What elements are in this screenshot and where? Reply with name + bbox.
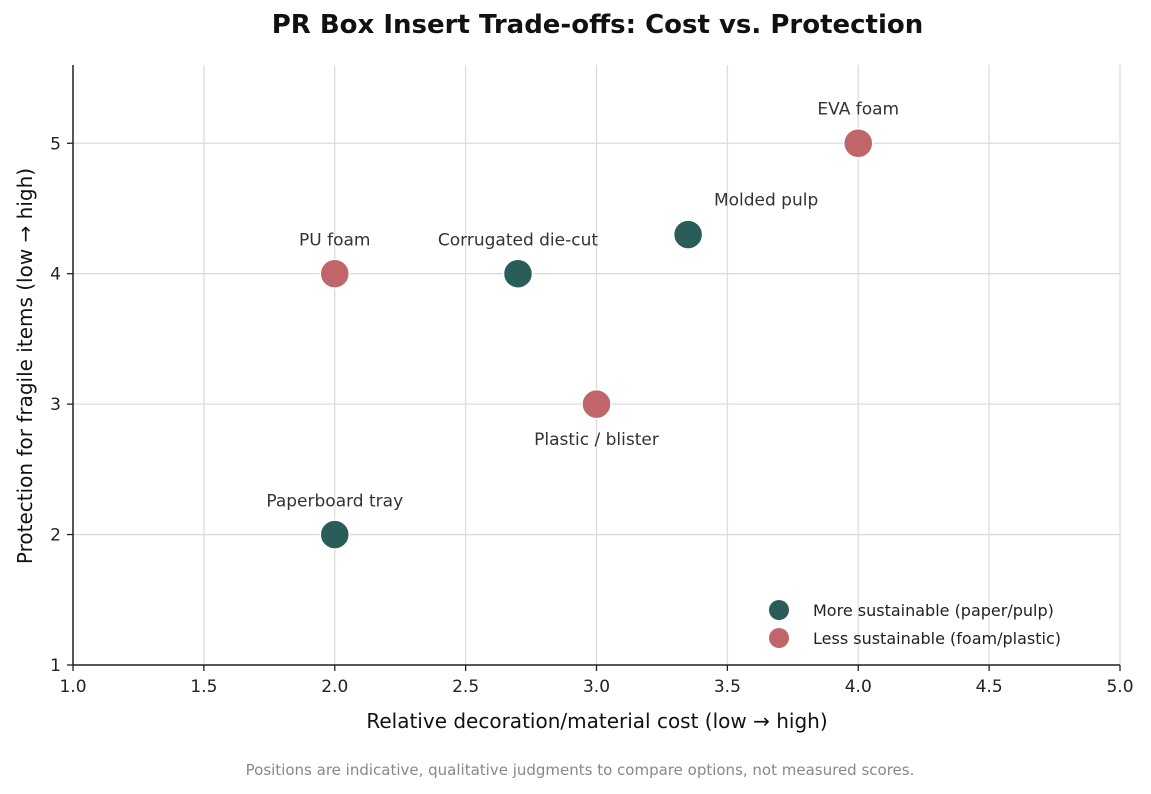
point-label: Molded pulp (714, 191, 818, 211)
legend-marker (769, 628, 789, 648)
point-labels: Molded pulp Corrugated die-cut Paperboard … (266, 99, 899, 511)
y-tick-label: 1 (50, 656, 61, 676)
legend-entry: More sustainable (paper/pulp) (813, 601, 1054, 620)
x-tick-label: 3.0 (583, 677, 610, 697)
grid (72, 65, 1121, 666)
y-axis-title: Protection for fragile items (low → high… (13, 168, 37, 564)
chart-title: PR Box Insert Trade-offs: Cost vs. Prote… (271, 10, 924, 40)
point-label: PU foam (299, 231, 370, 251)
legend-entry: Less sustainable (foam/plastic) (813, 629, 1061, 648)
y-tick-label: 3 (50, 395, 61, 415)
point-label: Paperboard tray (266, 492, 403, 512)
point-label: Plastic / blister (534, 430, 659, 450)
y-tick-label: 5 (50, 134, 61, 154)
data-point-eva-foam (843, 128, 874, 159)
point-label: Corrugated die-cut (438, 231, 598, 251)
x-axis-title: Relative decoration/material cost (low →… (366, 709, 827, 733)
y-tick-label: 2 (50, 526, 61, 546)
x-tick-label: 4.5 (976, 677, 1003, 697)
footnote: Positions are indicative, qualitative ju… (245, 761, 915, 779)
y-tick-label: 4 (50, 265, 61, 285)
data-point-pu-foam (319, 258, 350, 289)
data-point-molded-pulp (672, 219, 704, 250)
x-tick-label: 5.0 (1106, 677, 1133, 697)
legend-marker (769, 600, 789, 620)
legend: More sustainable (paper/pulp) Less sustai… (769, 600, 1061, 648)
axes (67, 65, 1121, 671)
x-tick-label: 2.0 (321, 677, 348, 697)
x-tick-label: 2.5 (452, 677, 479, 697)
point-label: EVA foam (817, 99, 899, 119)
data-points (319, 128, 874, 550)
data-point-plastic-blister (581, 388, 612, 420)
tick-labels: 1.0 1.5 2.0 2.5 3.0 3.5 4.0 4.5 5.0 1 2 3 4 5 (50, 134, 1133, 697)
x-tick-label: 1.0 (59, 677, 86, 697)
x-tick-label: 3.5 (714, 677, 741, 697)
data-point-paperboard-tray (319, 519, 350, 550)
x-tick-label: 1.5 (190, 677, 217, 697)
x-tick-label: 4.0 (845, 677, 872, 697)
data-point-corrugated-die-cut (502, 258, 534, 289)
